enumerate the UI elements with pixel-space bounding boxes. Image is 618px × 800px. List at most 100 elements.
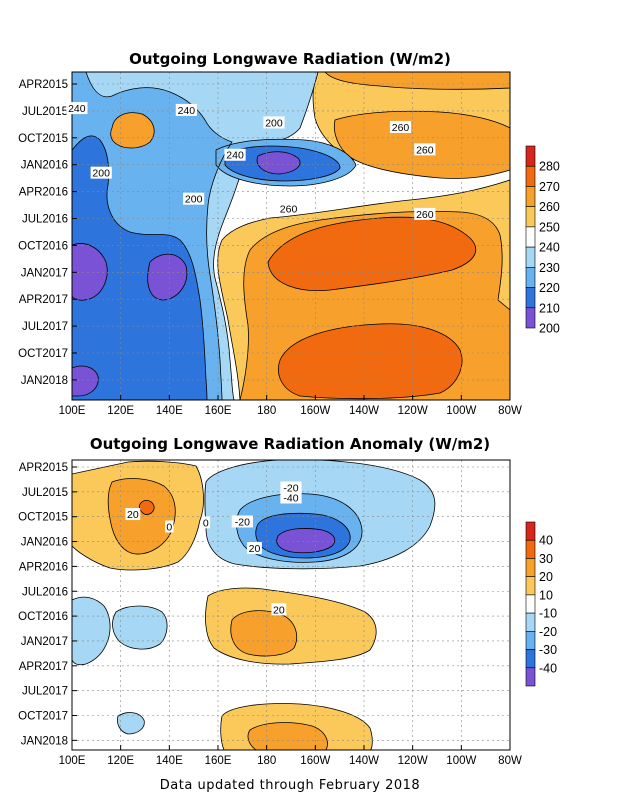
y-tick-label: OCT2017 [18, 711, 68, 723]
y-tick-label: APR2015 [19, 462, 68, 474]
y-tick-label: OCT2016 [18, 240, 68, 252]
x-tick-label: 140E [156, 755, 183, 767]
contour-label: 260 [280, 204, 298, 216]
x-tick-label: 160E [205, 755, 232, 767]
y-tick-label: OCT2017 [18, 348, 68, 360]
y-tick-label: OCT2015 [18, 512, 68, 524]
colorbar-swatch [525, 186, 536, 207]
y-tick-label: APR2017 [19, 661, 68, 673]
x-tick-label: 140W [349, 755, 379, 767]
contour-label-bg [201, 516, 211, 529]
ch1-fill-200 [72, 151, 301, 397]
colorbar-swatch [525, 667, 536, 687]
contour-label-bg [414, 143, 436, 156]
y-tick-label: JAN2017 [21, 267, 68, 279]
contour-label: 20 [249, 543, 261, 555]
contour-label-bg [175, 103, 197, 116]
contour-label-bg [66, 102, 88, 115]
contour-label: 200 [185, 194, 203, 206]
contour-label: -20 [235, 516, 250, 528]
colorbar-label: 210 [539, 301, 560, 315]
x-tick-label: 180 [257, 405, 276, 417]
y-tick-label: JUL2017 [22, 686, 68, 698]
contour-label: 240 [68, 103, 86, 115]
colorbar-label: 220 [539, 281, 560, 295]
contour-label-bg [414, 207, 436, 220]
x-tick-label: 80W [498, 755, 522, 767]
chart1-frame [71, 71, 511, 401]
colorbar-swatch [525, 631, 536, 650]
colorbar-swatch [525, 576, 536, 596]
colorbar-swatch [525, 612, 536, 632]
footer-note: Data updated through February 2018 [160, 778, 420, 793]
colorbar-swatch [525, 206, 536, 228]
colorbar-label: 20 [539, 570, 553, 584]
colorbar-label: -30 [539, 643, 557, 657]
ch2-fill-pos20-mid [230, 610, 297, 657]
contour-label-bg [280, 481, 302, 494]
y-tick-label: APR2016 [19, 561, 68, 573]
contour-label: 240 [226, 150, 244, 162]
chart1-plot [72, 72, 510, 400]
contour-label-bg [231, 515, 253, 528]
contour-label-bg [277, 202, 300, 215]
colorbar-label: -40 [539, 661, 557, 675]
x-tick-label: 120E [107, 405, 134, 417]
ch1-fill-island [110, 112, 155, 149]
colorbar-label: 230 [539, 261, 560, 275]
chart1-colorbar: 280 270 260 250 240 230 220 210 200 [525, 145, 560, 336]
ch2-fill-pos20-late [247, 722, 328, 750]
colorbar-label: 260 [539, 200, 560, 214]
ch1-fill-270 [267, 216, 477, 400]
colorbar-swatch [525, 267, 536, 288]
colorbar-swatch [525, 165, 536, 187]
contour-label-bg [90, 166, 112, 179]
y-tick-label: JUL2015 [22, 106, 68, 118]
contour-label: 0 [166, 521, 172, 533]
x-tick-label: 120W [398, 405, 428, 417]
colorbar-swatch [525, 521, 536, 541]
ch1-fill-210 [72, 135, 341, 400]
y-tick-label: JUL2016 [22, 214, 68, 226]
colorbar-swatch [525, 558, 536, 577]
x-tick-label: 100W [446, 755, 476, 767]
contour-label: 260 [416, 144, 434, 156]
contour-label-bg [280, 491, 302, 504]
colorbar-swatch [525, 649, 536, 669]
y-tick-label: JUL2017 [22, 321, 68, 333]
colorbar-label: 30 [539, 552, 553, 566]
y-tick-label: JUL2016 [22, 586, 68, 598]
ch2-fill-neg40 [276, 528, 336, 554]
x-tick-label: 160W [300, 755, 330, 767]
colorbar-label: 240 [539, 241, 560, 255]
colorbar-swatch [525, 539, 536, 559]
y-tick-label: JAN2016 [21, 160, 68, 172]
x-tick-label: 160E [205, 405, 232, 417]
y-tick-label: OCT2016 [18, 611, 68, 623]
contour-label: 240 [178, 105, 196, 117]
contour-label: 260 [392, 122, 410, 134]
colorbar-label: 270 [539, 180, 560, 194]
colorbar-swatch [525, 307, 536, 329]
colorbar-label: 40 [539, 534, 553, 548]
contour-label: 0 [203, 517, 209, 529]
chart1-ticks: 100E 120E 140E 160E 180 160W 140W 120W 100W 80W AP… [18, 79, 522, 417]
colorbar-swatch [525, 226, 536, 248]
x-tick-label: 100E [59, 755, 86, 767]
y-tick-label: JAN2016 [21, 537, 68, 549]
contour-label-bg [389, 120, 412, 133]
chart2-title: Outgoing Longwave Radiation Anomaly (W/m… [90, 435, 490, 453]
contour-label: -40 [283, 492, 298, 504]
colorbar-label: -10 [539, 607, 557, 621]
x-tick-label: 140W [349, 405, 379, 417]
x-tick-label: 100W [446, 405, 476, 417]
contour-label: 20 [273, 604, 285, 616]
contour-label-bg [165, 520, 174, 533]
colorbar-label: -20 [539, 625, 557, 639]
chart1-contour-labels: 240 240 200 260 260 240 200 200 260 260 [66, 102, 436, 221]
y-tick-label: OCT2015 [18, 133, 68, 145]
contour-label-bg [183, 192, 205, 205]
y-tick-label: JAN2017 [21, 636, 68, 648]
y-tick-label: JAN2018 [21, 375, 68, 387]
